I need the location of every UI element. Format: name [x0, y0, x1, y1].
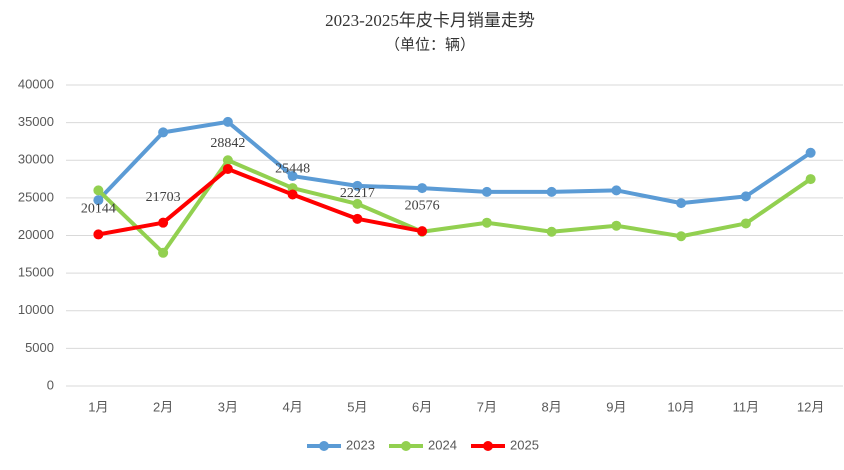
- x-tick-label: 7月: [477, 399, 497, 414]
- x-tick-label: 8月: [542, 399, 562, 414]
- data-point: [481, 217, 492, 228]
- legend-marker: [483, 441, 493, 451]
- legend-marker: [319, 441, 329, 451]
- data-label: 20144: [81, 202, 116, 217]
- data-point: [158, 247, 169, 258]
- y-tick-label: 10000: [18, 302, 54, 317]
- data-label: 21703: [146, 190, 181, 205]
- y-tick-label: 20000: [18, 227, 54, 242]
- data-point: [740, 191, 751, 202]
- chart-subtitle: （单位：辆）: [385, 36, 475, 53]
- legend-label: 2023: [346, 437, 375, 452]
- x-tick-label: 11月: [733, 399, 760, 414]
- data-label: 22217: [340, 186, 375, 201]
- y-tick-label: 0: [47, 377, 54, 392]
- x-tick-label: 9月: [606, 399, 626, 414]
- x-tick-label: 3月: [218, 399, 238, 414]
- data-point: [158, 217, 169, 228]
- data-point: [287, 189, 298, 200]
- data-point: [222, 155, 233, 166]
- data-point: [287, 171, 298, 182]
- data-point: [93, 229, 104, 240]
- legend-label: 2025: [510, 437, 539, 452]
- data-point: [611, 220, 622, 231]
- x-tick-label: 5月: [347, 399, 367, 414]
- series-line: [98, 166, 423, 237]
- y-tick-label: 35000: [18, 114, 54, 129]
- legend-label: 2024: [428, 437, 457, 452]
- data-point: [676, 231, 687, 242]
- data-point: [805, 174, 816, 185]
- x-tick-label: 10月: [667, 399, 694, 414]
- chart-title: 2023-2025年皮卡月销量走势: [325, 11, 535, 30]
- data-point: [222, 163, 233, 174]
- data-label: 20576: [405, 198, 440, 213]
- x-tick-label: 12月: [797, 399, 824, 414]
- y-tick-label: 5000: [25, 340, 54, 355]
- data-point: [352, 213, 363, 224]
- legend-marker: [401, 441, 411, 451]
- data-point: [158, 127, 169, 138]
- data-point: [611, 185, 622, 196]
- y-tick-label: 40000: [18, 76, 54, 91]
- data-point: [222, 116, 233, 127]
- data-point: [93, 185, 104, 196]
- data-label: 28842: [210, 136, 245, 151]
- data-label: 25448: [275, 162, 310, 177]
- data-point: [546, 226, 557, 237]
- data-point: [740, 218, 751, 229]
- data-point: [352, 198, 363, 209]
- x-tick-label: 1月: [88, 399, 108, 414]
- x-tick-label: 6月: [412, 399, 432, 414]
- data-point: [676, 198, 687, 209]
- data-point: [481, 186, 492, 197]
- x-tick-label: 4月: [283, 399, 303, 414]
- series-line: [96, 119, 812, 206]
- data-point: [546, 186, 557, 197]
- y-tick-label: 15000: [18, 265, 54, 280]
- data-point: [417, 183, 428, 194]
- x-tick-label: 2月: [153, 399, 173, 414]
- data-point: [417, 226, 428, 237]
- y-tick-label: 25000: [18, 189, 54, 204]
- data-point: [805, 147, 816, 158]
- data-point: [93, 195, 104, 206]
- y-tick-label: 30000: [18, 152, 54, 167]
- data-point: [352, 180, 363, 191]
